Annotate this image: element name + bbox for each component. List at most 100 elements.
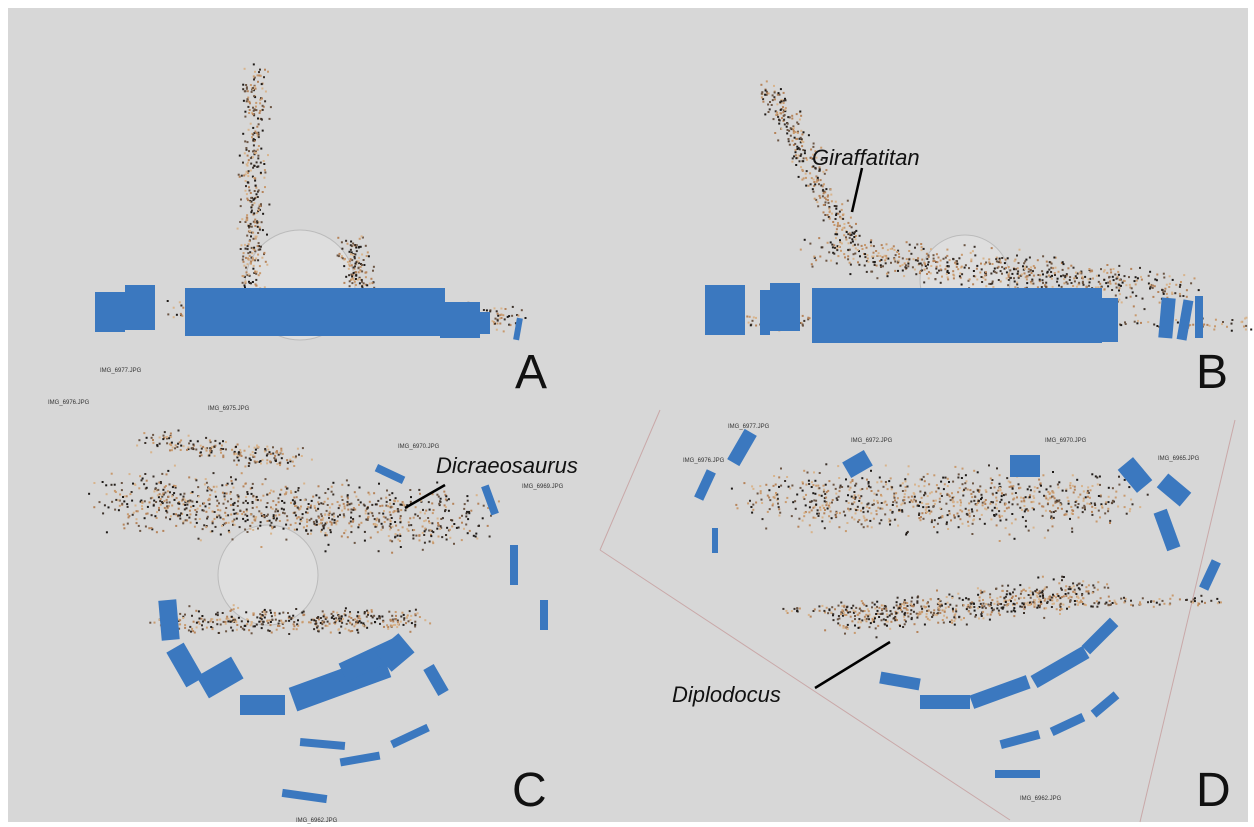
point (237, 444, 239, 446)
point (360, 246, 362, 248)
point (907, 616, 909, 618)
point (1034, 490, 1036, 492)
point (150, 451, 152, 453)
point (947, 265, 949, 267)
point (959, 499, 961, 501)
point (382, 513, 384, 515)
point (886, 610, 888, 612)
point (798, 155, 800, 157)
point (921, 479, 923, 481)
point (190, 506, 192, 508)
point (795, 131, 797, 133)
point (772, 94, 774, 96)
point (1152, 287, 1154, 289)
point (1006, 593, 1008, 595)
point (868, 618, 870, 620)
point (864, 256, 866, 258)
point (360, 501, 362, 503)
point (820, 509, 822, 511)
point (837, 222, 839, 224)
point (773, 118, 775, 120)
point (156, 483, 158, 485)
point (415, 535, 417, 537)
point (146, 480, 148, 482)
point (201, 448, 203, 450)
point (778, 508, 780, 510)
point (808, 480, 810, 482)
point (174, 499, 176, 501)
point (247, 155, 249, 157)
point (283, 528, 285, 530)
point (229, 493, 231, 495)
point (521, 309, 523, 311)
point (440, 518, 442, 520)
point (402, 526, 404, 528)
point (159, 437, 161, 439)
point (921, 497, 923, 499)
point (399, 521, 401, 523)
point (254, 625, 256, 627)
point (437, 522, 439, 524)
point (1037, 592, 1039, 594)
point (179, 619, 181, 621)
point (769, 108, 771, 110)
point (280, 448, 282, 450)
point (876, 500, 878, 502)
point (943, 622, 945, 624)
point (270, 106, 272, 108)
point (231, 449, 233, 451)
point (108, 506, 110, 508)
point (126, 495, 128, 497)
point (1070, 265, 1072, 267)
point (827, 242, 829, 244)
point (954, 466, 956, 468)
point (267, 154, 269, 156)
point (261, 221, 263, 223)
point (963, 604, 965, 606)
point (411, 622, 413, 624)
point (451, 525, 453, 527)
point (446, 527, 448, 529)
point (853, 253, 855, 255)
point (260, 172, 262, 174)
point (899, 603, 901, 605)
point (253, 212, 255, 214)
point (817, 205, 819, 207)
point (858, 627, 860, 629)
point (835, 516, 837, 518)
point (1006, 507, 1008, 509)
point (147, 513, 149, 515)
point (1088, 593, 1090, 595)
point (166, 505, 168, 507)
point (305, 511, 307, 513)
point (263, 177, 265, 179)
point (1140, 276, 1142, 278)
point (994, 507, 996, 509)
point (414, 613, 416, 615)
point (1055, 596, 1057, 598)
point (264, 100, 266, 102)
point (298, 454, 300, 456)
point (961, 254, 963, 256)
point (259, 102, 261, 104)
point (1129, 284, 1131, 286)
point (192, 491, 194, 493)
point (186, 504, 188, 506)
point (1053, 578, 1055, 580)
point (389, 503, 391, 505)
point (784, 480, 786, 482)
point (364, 531, 366, 533)
point (238, 617, 240, 619)
point (1052, 267, 1054, 269)
point (803, 157, 805, 159)
point (1082, 277, 1084, 279)
point (266, 446, 268, 448)
point (245, 483, 247, 485)
point (242, 256, 244, 258)
point (338, 507, 340, 509)
point (883, 608, 885, 610)
point (1019, 487, 1021, 489)
point (391, 517, 393, 519)
point (867, 261, 869, 263)
point (1060, 587, 1062, 589)
